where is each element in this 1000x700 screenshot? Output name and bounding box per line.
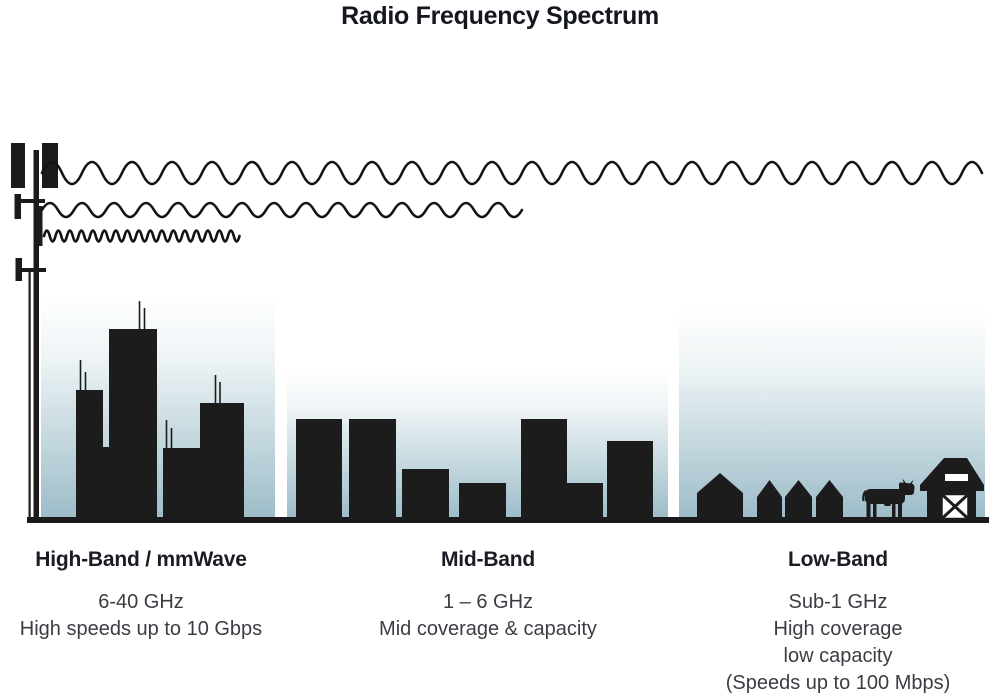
low-frequency-wave-icon [40, 160, 984, 186]
mid-frequency-wave-icon [40, 201, 524, 219]
band-detail: High speeds up to 10 Gbps [19, 618, 263, 640]
band-label-lowband: Low-Band Sub-1 GHz High coverage low cap… [688, 548, 988, 697]
town-skyline-silhouette [296, 419, 653, 518]
city-skyline-silhouette [76, 301, 244, 518]
diagram-title: Radio Frequency Spectrum [341, 2, 659, 30]
band-detail: 6-40 GHz [98, 591, 184, 613]
band-label-midband: Mid-Band 1 – 6 GHz Mid coverage & capaci… [363, 548, 613, 643]
cow-icon [862, 478, 915, 517]
cell-tower-icon [11, 143, 58, 518]
band-detail: (Speeds up to 100 Mbps) [725, 672, 951, 694]
house-icon [785, 480, 812, 518]
high-frequency-wave-icon [42, 229, 241, 243]
band-name: Mid-Band [440, 548, 536, 571]
band-name: Low-Band [788, 548, 888, 571]
band-detail: low capacity [783, 645, 893, 667]
rural-scene-silhouette [697, 458, 984, 521]
band-detail: Sub-1 GHz [788, 591, 888, 613]
house-icon [697, 473, 743, 518]
band-detail: 1 – 6 GHz [442, 591, 534, 613]
band-label-highband: High-Band / mmWave 6-40 GHz High speeds … [16, 548, 266, 643]
band-detail: High coverage [773, 618, 903, 640]
spectrum-illustration [11, 143, 989, 523]
ground-line [27, 517, 989, 523]
house-icon [757, 480, 782, 518]
barn-icon [920, 458, 984, 521]
band-detail: Mid coverage & capacity [379, 618, 597, 640]
band-name: High-Band / mmWave [35, 548, 247, 571]
house-icon [816, 480, 843, 518]
